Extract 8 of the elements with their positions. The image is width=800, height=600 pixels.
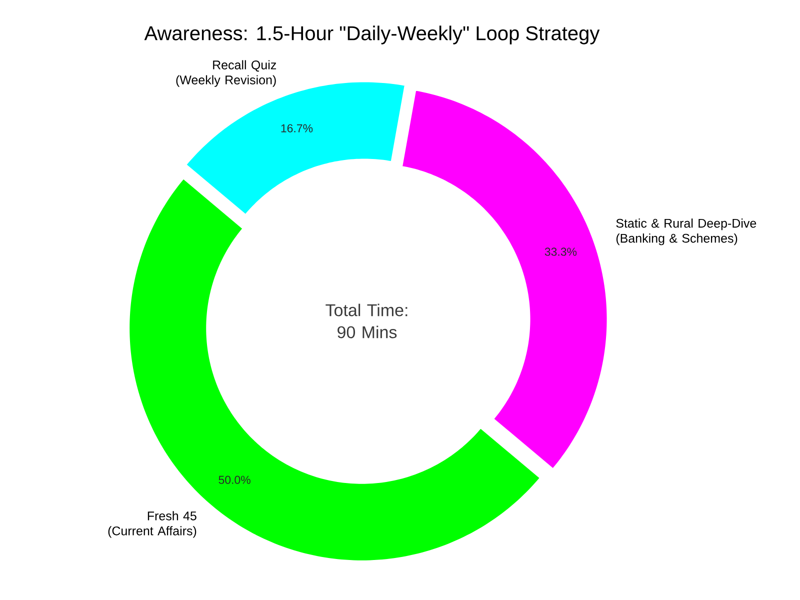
slice-label: Fresh 45 (Current Affairs) [108, 511, 196, 538]
data-label: 33.3% [544, 248, 577, 256]
text: Total Time: 90 Mins [326, 304, 408, 338]
data-label: 16.7% [281, 124, 313, 132]
chart-title: Awareness: 1.5-Hour "Daily-Weekly" Loop Strategy [144, 26, 600, 44]
data-label: 50.0% [218, 476, 250, 484]
slice-label: Recall Quiz (Weekly Revision) [176, 60, 276, 87]
slice-label: Static & Rural Deep-Dive (Banking & Schemes) [616, 218, 756, 246]
